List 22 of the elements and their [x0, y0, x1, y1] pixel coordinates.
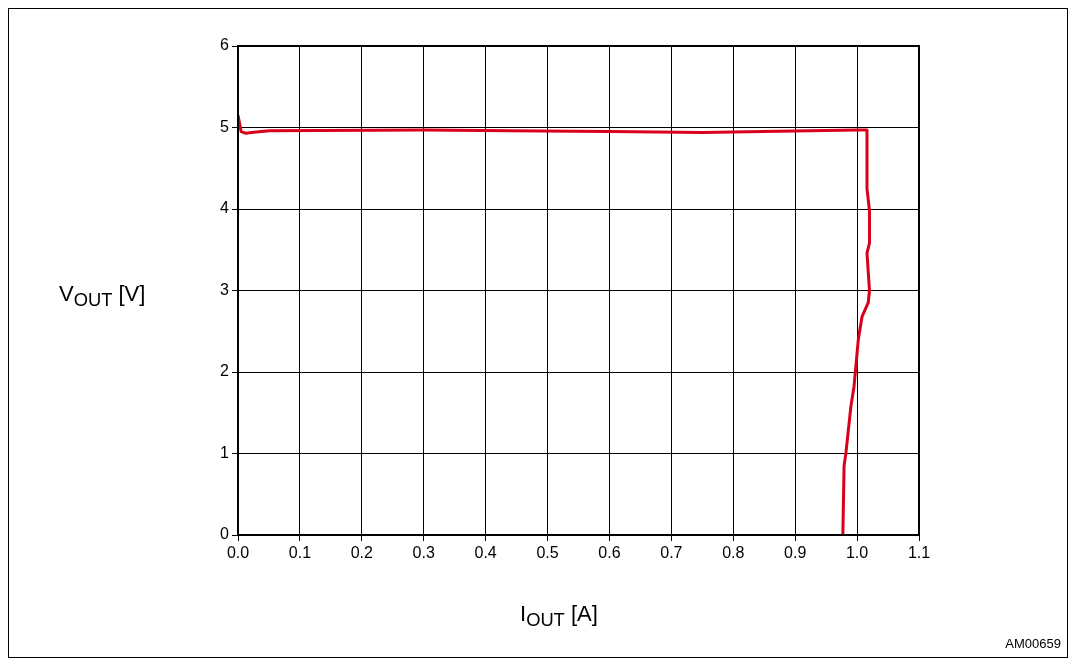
x-tick-label: 0.8: [722, 544, 745, 562]
x-tick-label: 0.3: [412, 544, 435, 562]
x-axis-title: I$_{OUT}$ [A]: [520, 601, 598, 632]
x-tick-label: 0.7: [660, 544, 683, 562]
text: AM00659: [1005, 636, 1061, 651]
y-tick-label: 1: [220, 443, 230, 461]
x-tick-label: 0.9: [784, 544, 807, 562]
y-tick-label: 5: [220, 117, 230, 135]
x-tick-label: 0.1: [288, 544, 312, 562]
y-tick-label: 2: [220, 362, 230, 380]
y-axis-title: V$_{OUT}$ [V]: [59, 281, 146, 312]
y-tick-label: 6: [220, 36, 230, 54]
x-tick-label: 0.2: [350, 544, 374, 562]
x-tick-label: 0.4: [474, 544, 497, 562]
x-tick-label: 0.0: [226, 544, 250, 562]
y-tick-label: 0: [220, 525, 230, 543]
y-tick-label: 4: [220, 199, 230, 217]
x-tick-label: 0.5: [536, 544, 559, 562]
x-tick-label: 0.6: [598, 544, 621, 562]
x-tick-label: 1.1: [907, 544, 931, 562]
y-tick-label: 3: [220, 280, 230, 298]
x-tick-label: 1.0: [845, 544, 869, 562]
